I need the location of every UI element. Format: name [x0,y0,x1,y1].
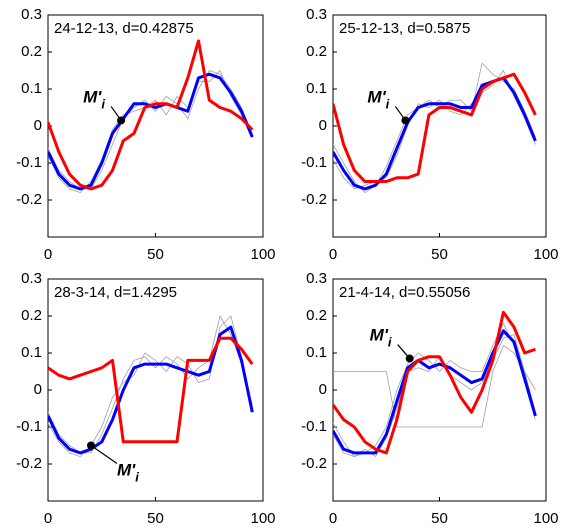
subplot-title: 21-4-14, d=0.55056 [339,284,470,301]
y-tick-label: 0 [34,117,42,134]
y-tick-label: -0.2 [16,455,42,472]
y-tick-label: 0.1 [306,344,327,361]
x-tick-label: 0 [329,510,337,527]
x-tick-label: 100 [533,246,558,263]
y-tick-label: 0.3 [21,270,42,287]
y-tick-label: -0.1 [16,154,42,171]
y-tick-label: 0.1 [21,344,42,361]
plot-area [333,310,537,457]
annotation-subscript: i [101,97,105,112]
data-line [48,39,254,191]
annotation-label: M'i [117,461,139,485]
x-tick-label: 50 [147,246,164,263]
x-tick-label: 50 [147,510,164,527]
y-tick-label: 0.3 [306,270,327,287]
y-tick-label: -0.1 [301,418,327,435]
x-tick-label: 0 [44,510,52,527]
y-tick-label: 0 [34,381,42,398]
y-tick-label: -0.2 [301,455,327,472]
annotation-point [117,116,126,125]
y-tick-label: 0.2 [21,43,42,60]
data-line [333,310,536,455]
x-tick-label: 50 [431,510,448,527]
data-line [333,72,537,183]
subplot: -0.2 -0.1 0 0.1 0.2 0.3 0 50 100 25-12-13, d=0.58… [301,6,558,263]
data-line [48,70,253,193]
annotation-label: M'i [83,88,105,112]
subplot: -0.2 -0.1 0 0.1 0.2 0.3 0 50 100 28-3-14, d=1.429… [16,270,275,527]
y-tick-label: 0.2 [306,43,327,60]
x-tick-label: 0 [329,246,337,263]
subplot: -0.2 -0.1 0 0.1 0.2 0.3 0 50 100 21-4-14, d=0.550… [301,270,558,527]
y-tick-label: 0.1 [306,80,327,97]
annotation-point [401,116,410,125]
subplot-title: 28-3-14, d=1.4295 [54,284,177,301]
y-tick-label: 0.3 [306,6,327,23]
axes-frame [332,14,547,238]
x-tick-label: 100 [250,246,275,263]
annotation-point [87,441,95,450]
data-line [48,336,254,444]
axes-frame [47,278,264,502]
y-tick-label: -0.1 [16,418,42,435]
plot-area [333,62,537,193]
x-tick-label: 0 [44,246,52,263]
annotation-arrow [90,445,118,464]
subplot-title: 24-12-13, d=0.42875 [54,20,194,37]
annotation-subscript: i [388,335,392,350]
subplot-title: 25-12-13, d=0.5875 [339,20,470,37]
annotation-label: M'i [370,326,392,350]
y-tick-label: -0.1 [301,154,327,171]
x-tick-label: 100 [533,510,558,527]
annotation-subscript: i [386,97,390,112]
plot-area [48,315,254,457]
annotation-subscript: i [135,470,139,485]
data-line [333,334,536,457]
data-line [333,345,536,428]
y-tick-label: 0.2 [21,307,42,324]
y-tick-label: 0 [319,117,327,134]
x-tick-label: 50 [431,246,448,263]
plot-area [48,39,254,193]
annotation-main: M' [367,88,386,107]
y-tick-label: 0.1 [21,80,42,97]
annotation-point [405,354,414,363]
data-line [333,329,537,455]
y-tick-label: -0.2 [16,191,42,208]
y-tick-label: -0.2 [301,191,327,208]
annotation-main: M' [117,461,136,480]
x-tick-label: 100 [250,510,275,527]
y-tick-label: 0.3 [21,6,42,23]
annotation-main: M' [370,326,389,345]
axes-frame [332,278,547,502]
annotation-main: M' [83,88,102,107]
annotation-label: M'i [367,88,389,112]
y-tick-label: 0.2 [306,307,327,324]
y-tick-label: 0 [319,381,327,398]
axes-frame [47,14,264,238]
subplot: -0.2 -0.1 0 0.1 0.2 0.3 0 50 100 24-12-13, d=0.42… [16,6,275,263]
